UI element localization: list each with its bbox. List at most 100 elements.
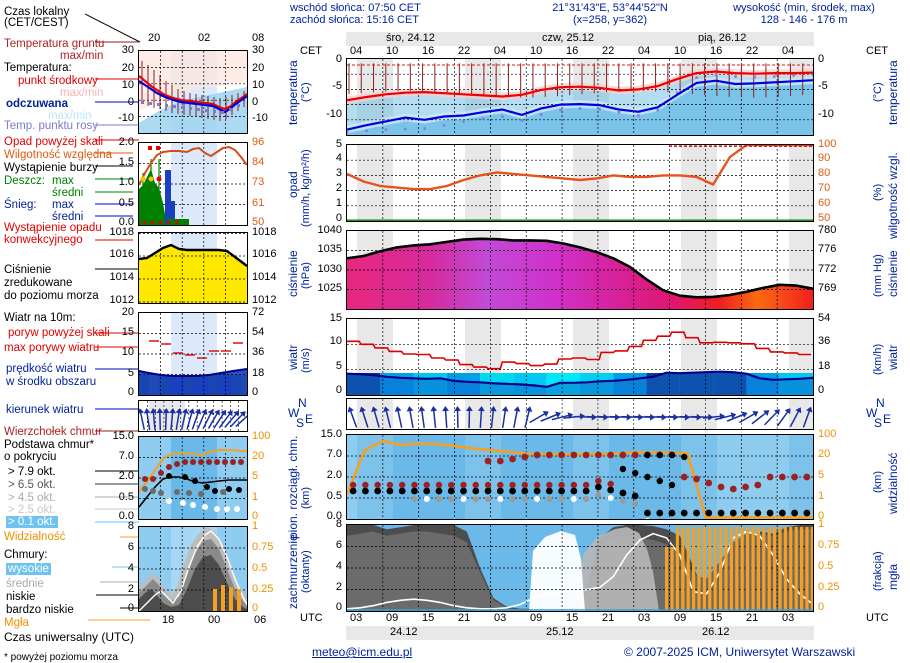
axis-title-left-wind-name: wiatr bbox=[286, 344, 300, 369]
chart-panel-cloud-cover[interactable] bbox=[346, 524, 814, 612]
axis-title-left-pressure: ciśnienie bbox=[286, 240, 300, 308]
humid-tick-5: 100 bbox=[818, 138, 836, 150]
chart-panel-temperature[interactable] bbox=[346, 58, 814, 136]
axis-unit-right-wind-text: (km/h) bbox=[872, 343, 884, 374]
hour-tick-cet-12: 04 bbox=[782, 45, 794, 57]
wind-tick-3: 15 bbox=[330, 312, 342, 324]
axis-unit-right-temperature: (°C) bbox=[872, 72, 884, 112]
contact-email[interactable]: meteo@icm.edu.pl bbox=[312, 645, 412, 659]
hour-tick-utc-8: 03 bbox=[638, 612, 650, 624]
hour-tick-cet-4: 04 bbox=[494, 45, 506, 57]
axis-unit-right-temperature-text: (°C) bbox=[872, 82, 884, 102]
hour-tick-cet-7: 22 bbox=[602, 45, 614, 57]
mini-panel-wind-direction[interactable] bbox=[138, 400, 248, 432]
hour-tick-utc-10: 15 bbox=[710, 612, 722, 624]
mini-temp-tick-3: 0 bbox=[128, 96, 134, 108]
hour-tick-cet-9: 10 bbox=[674, 45, 686, 57]
legend-wind10: Wiatr na 10m: bbox=[4, 312, 76, 324]
press-tick-3: 1040 bbox=[318, 224, 342, 236]
utc-left-label: UTC bbox=[300, 612, 323, 624]
temp-tick-1: -5 bbox=[332, 80, 342, 92]
compass-left-e: E bbox=[305, 412, 313, 426]
legend-conv-precip-2: konwekcyjnego bbox=[4, 234, 83, 246]
press-tick-2: 1035 bbox=[318, 243, 342, 255]
hour-tick-utc-9: 09 bbox=[674, 612, 686, 624]
cover-tick-3: 6 bbox=[336, 539, 342, 551]
hour-tick-cet-10: 16 bbox=[710, 45, 722, 57]
mini-vis-tick-3: 1 bbox=[252, 491, 258, 503]
chart-panel-wind[interactable] bbox=[346, 318, 814, 396]
day-label-cet-2: pią, 26.12 bbox=[698, 32, 746, 44]
mini-panel-precip[interactable] bbox=[138, 142, 248, 226]
legend-rain-mean: średni bbox=[52, 187, 83, 199]
legend-okt-25: > 2.5 okt. bbox=[8, 504, 56, 516]
day-label-cet-0: śro, 24.12 bbox=[386, 32, 435, 44]
pressmm-tick-0: 769 bbox=[818, 282, 836, 294]
mini-precip-tick-2: 1.0 bbox=[119, 176, 134, 188]
axis-title-left-cover-name: zachmurzenie bbox=[286, 535, 300, 610]
legend-conv-precip-1: Wystąpienie opadu bbox=[4, 222, 102, 234]
mini-panel-cloud-cover[interactable] bbox=[138, 526, 248, 612]
cover-tick-4: 8 bbox=[336, 518, 342, 530]
coordinates-label: 21°31'43"E, 53°44'52"N bbox=[520, 2, 700, 14]
mini-press-tick-3: 1012 bbox=[110, 294, 134, 306]
chart-panel-cloud-extent[interactable] bbox=[346, 434, 814, 520]
mini-panel-wind[interactable] bbox=[138, 312, 248, 396]
mini-humid-tick-0: 96 bbox=[252, 136, 264, 148]
axis-title-right-visibility-name: widzialność bbox=[886, 452, 900, 513]
hour-tick-cet-0: 04 bbox=[350, 45, 362, 57]
hour-tick-utc-5: 09 bbox=[530, 612, 542, 624]
axis-unit-right-pressure-text: (mm Hg) bbox=[872, 255, 884, 298]
mini-vis-tick-1: 20 bbox=[252, 450, 264, 462]
mini-press-tick-1: 1016 bbox=[110, 248, 134, 260]
mini-cover-tick-3: 2 bbox=[128, 583, 134, 595]
windk-tick-1: 18 bbox=[818, 360, 830, 372]
legend-okt-01: > 0.1 okt. bbox=[6, 516, 58, 528]
cloudext-tick-4: 15.0 bbox=[321, 428, 342, 440]
mini-tick-top-0: 20 bbox=[148, 32, 160, 44]
pressmm-tick-1: 772 bbox=[818, 263, 836, 275]
axis-unit-left-cover: (oktanty) bbox=[300, 540, 312, 604]
mini-fog-tick-1: 0.75 bbox=[252, 541, 273, 553]
axis-title-left-cloudext-name: pion. rozciągł. chm. bbox=[286, 435, 300, 538]
cloudext-tick-3: 7.0 bbox=[327, 448, 342, 460]
mini-windk-tick-2: 36 bbox=[252, 346, 264, 358]
legend-rain: Deszcz: bbox=[4, 175, 45, 187]
chart-panel-wind-direction[interactable] bbox=[346, 398, 814, 430]
chart-panel-pressure[interactable] bbox=[346, 230, 814, 310]
fog-tick-1: 0.25 bbox=[818, 581, 839, 593]
press-tick-1: 1030 bbox=[318, 263, 342, 275]
pressmm-tick-3: 780 bbox=[818, 224, 836, 236]
elevation-value: 128 - 146 - 176 m bbox=[700, 14, 908, 26]
press-tick-0: 1025 bbox=[318, 282, 342, 294]
legend-wind-speed-1: prędkość wiatru bbox=[6, 363, 87, 375]
legend-storm: Wystąpienie burzy bbox=[4, 162, 98, 174]
axis-title-left-pressure-name: ciśnienie bbox=[286, 251, 300, 298]
legend-okt-01-text: > 0.1 okt. bbox=[6, 516, 58, 528]
windk-tick-2: 36 bbox=[818, 335, 830, 347]
footnote-sea-level: * powyżej poziomu morza bbox=[4, 652, 118, 663]
axis-unit-left-wind: (m/s) bbox=[300, 340, 312, 380]
mini-cover-tick-0: 8 bbox=[128, 520, 134, 532]
vis-tick-2: 5 bbox=[818, 469, 824, 481]
precip-tick-0: 0 bbox=[336, 212, 342, 224]
hour-tick-cet-8: 04 bbox=[638, 45, 650, 57]
chart-panel-precip[interactable] bbox=[346, 144, 814, 222]
legend-cl-high: wysokie bbox=[6, 563, 51, 575]
legend-wind-dir: kierunek wiatru bbox=[6, 404, 83, 416]
axis-title-right-wind: wiatr bbox=[886, 337, 900, 377]
axis-unit-left-cover-text: (oktanty) bbox=[300, 551, 312, 594]
mini-panel-temperature[interactable] bbox=[138, 50, 248, 134]
temp-rtick-2: -10 bbox=[818, 108, 834, 120]
mini-panel-pressure[interactable] bbox=[138, 232, 248, 304]
mini-tick-bot-0: 18 bbox=[162, 614, 174, 626]
legend-snow-max: max bbox=[52, 199, 74, 211]
mini-time-axis-bottom: 18 00 06 bbox=[140, 614, 286, 628]
compass-right-s: S bbox=[874, 416, 882, 430]
compass-left: N W E S bbox=[286, 398, 312, 430]
legend-fog: Mgła bbox=[4, 617, 29, 629]
mini-fog-tick-3: 0.25 bbox=[252, 583, 273, 595]
mini-wind-tick-2: 10 bbox=[122, 346, 134, 358]
mini-panel-clouds[interactable] bbox=[138, 436, 248, 520]
